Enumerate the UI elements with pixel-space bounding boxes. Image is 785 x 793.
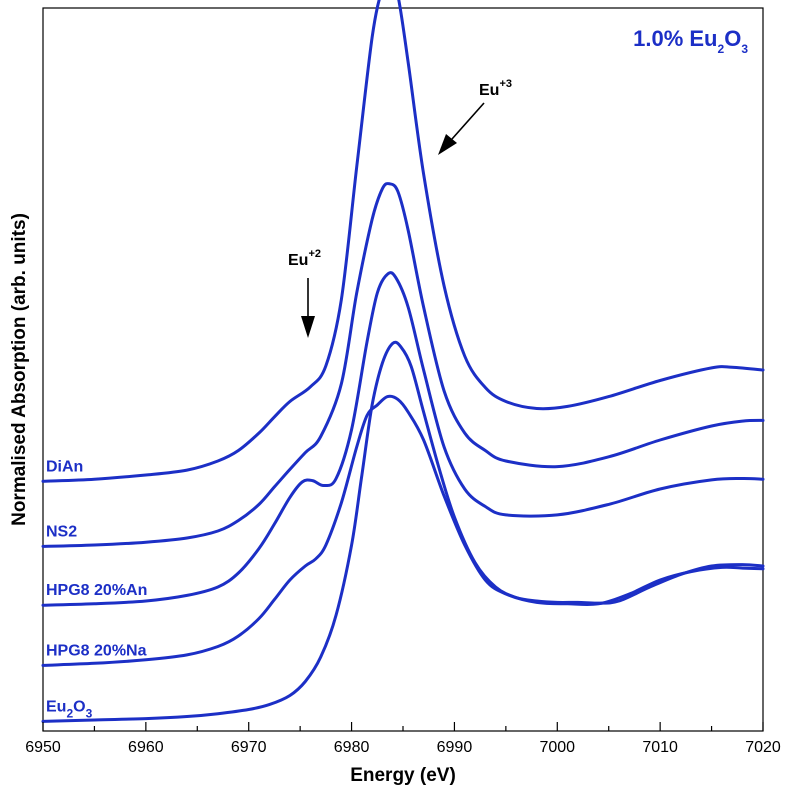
x-tick-label: 7000	[539, 739, 575, 756]
series-label-4: HPG8 20%Na	[46, 642, 147, 659]
x-tick-label: 6990	[437, 739, 473, 756]
eu3-annotation: Eu+3	[438, 78, 512, 155]
series-label-1: DiAn	[46, 458, 83, 475]
series-labels: DiAn NS2 HPG8 20%An HPG8 20%Na Eu2O3	[46, 458, 147, 720]
x-tick-label: 6970	[231, 739, 267, 756]
plot-area: 6950 6960 6970 6980 6990 7000 7010 7020 DiAn NS2…	[25, 0, 781, 756]
plot-frame	[42, 7, 764, 732]
x-tick-label: 7010	[642, 739, 678, 756]
x-tick-label: 6950	[25, 739, 61, 756]
chart-title: 1.0% Eu2O3	[633, 26, 748, 56]
x-tick-label: 7020	[745, 739, 781, 756]
series-curves	[41, 0, 765, 723]
series-line-3	[41, 271, 765, 607]
series-line-4	[41, 394, 765, 667]
eu2-arrowhead-icon	[301, 316, 315, 338]
eu2-annotation: Eu+2	[288, 248, 321, 338]
series-line-5	[41, 340, 765, 723]
eu3-label: Eu+3	[479, 78, 512, 99]
series-label-5: Eu2O3	[46, 698, 93, 720]
x-tick-label: 6960	[128, 739, 164, 756]
x-axis-ticks: 6950 6960 6970 6980 6990 7000 7010 7020	[25, 722, 781, 756]
series-line-1	[41, 0, 765, 483]
y-axis-title: Normalised Absorption (arb. units)	[9, 213, 30, 526]
x-tick-label: 6980	[334, 739, 370, 756]
eu3-arrowhead-icon	[438, 134, 457, 155]
eu3-arrow-icon	[451, 102, 485, 140]
x-axis-title: Energy (eV)	[350, 765, 456, 786]
series-line-2	[41, 182, 765, 548]
eu2-label: Eu+2	[288, 248, 321, 269]
series-label-3: HPG8 20%An	[46, 582, 147, 599]
series-label-2: NS2	[46, 523, 77, 540]
